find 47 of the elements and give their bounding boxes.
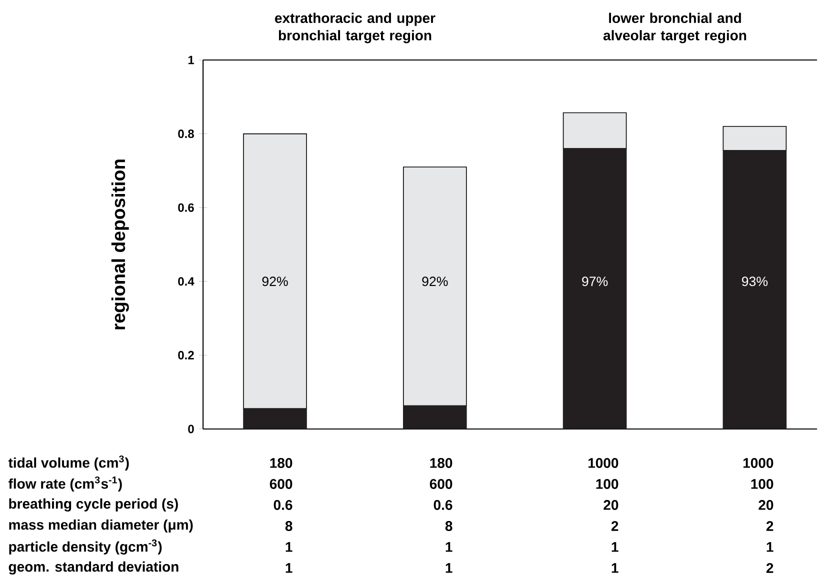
bar <box>562 112 627 149</box>
text: mass median diameter (μm) <box>9 519 193 533</box>
text: 100 <box>596 479 618 489</box>
text: 2 <box>766 521 774 531</box>
text: 1 <box>766 542 774 552</box>
text: 1 <box>286 563 292 573</box>
y-tick-label: 1 <box>188 56 194 64</box>
bar <box>722 126 787 151</box>
text: geom. standard deviation <box>8 561 178 575</box>
text: 180 <box>430 458 452 468</box>
text: 100 <box>751 479 774 489</box>
y-tick-label: 0.2 <box>178 350 194 360</box>
text: 0.6 <box>434 500 452 510</box>
text: 0.6 <box>274 500 292 510</box>
text: breathing cycle period (s) <box>9 498 178 512</box>
annotation: 93% <box>742 276 768 286</box>
text: 2 <box>611 521 618 531</box>
text: 20 <box>604 500 618 510</box>
text: 1 <box>612 563 618 573</box>
text: 1000 <box>743 458 774 468</box>
text: lower bronchial and alveolar target region <box>603 12 746 44</box>
bar <box>403 166 467 406</box>
text: 1 <box>446 542 452 552</box>
y-tick-label: 0.8 <box>178 130 194 138</box>
text: 8 <box>445 521 452 531</box>
annotation: 97% <box>582 276 608 286</box>
text: 600 <box>430 479 452 489</box>
text: 1 <box>446 563 452 573</box>
y-axis-title: regional deposition <box>111 160 129 330</box>
text: 600 <box>270 479 292 489</box>
annotation: 92% <box>262 276 288 286</box>
text: tidal volume (cm$^{3}$) <box>8 455 129 471</box>
text: flow rate (cm$^{3}$s$^{-1}$) <box>8 476 122 492</box>
y-tick-label: 0.4 <box>178 277 194 286</box>
text: 1000 <box>588 458 618 468</box>
text: 180 <box>270 458 292 468</box>
annotation: 92% <box>422 276 448 286</box>
text: extrathoracic and upper bronchial target region <box>275 12 436 44</box>
bar <box>243 133 307 410</box>
text: 20 <box>758 500 774 510</box>
text: particle density (gcm$^{-3}$) <box>9 539 162 555</box>
y-tick-label: 0 <box>188 424 194 434</box>
text: 8 <box>285 521 292 531</box>
text: 2 <box>766 563 774 573</box>
text: 1 <box>612 542 618 552</box>
y-tick-label: 0.6 <box>178 203 194 212</box>
text: 1 <box>286 542 292 552</box>
